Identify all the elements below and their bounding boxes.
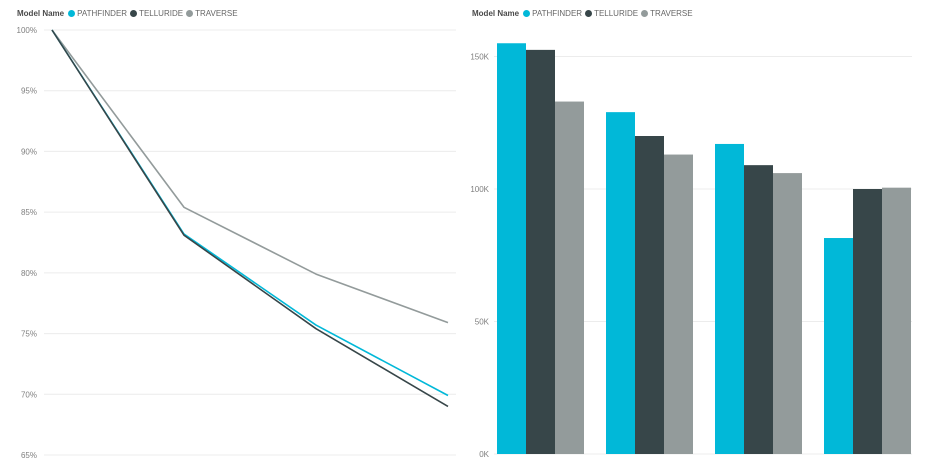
bar-traverse-3[interactable] (773, 173, 802, 454)
legend-dot-icon (130, 9, 138, 17)
bar-pathfinder-2[interactable] (606, 112, 635, 455)
bar-telluride-1[interactable] (526, 49, 555, 454)
legend-dot-icon (585, 9, 593, 17)
y-tick-label: 65% (21, 451, 37, 458)
legend-title: Model Name (17, 8, 65, 18)
legend-item-telluride[interactable]: TELLURIDE (585, 9, 638, 18)
bar-pathfinder-4[interactable] (824, 238, 853, 454)
legend-item-telluride[interactable]: TELLURIDE (130, 9, 183, 18)
y-tick-label: 50K (475, 318, 490, 327)
bar-telluride-4[interactable] (853, 189, 882, 454)
bar-traverse-4[interactable] (882, 187, 911, 455)
bar-traverse-1[interactable] (555, 101, 584, 455)
line-chart-panel: Model Name PATHFINDER TELLURIDE TRAVERSE… (0, 0, 466, 458)
legend-label: PATHFINDER (77, 8, 128, 18)
series-line-telluride[interactable] (51, 29, 449, 408)
line-chart-legend: Model Name PATHFINDER TELLURIDE TRAVERSE (17, 7, 241, 19)
legend-label: PATHFINDER (532, 8, 583, 18)
y-tick-label: 150K (470, 53, 489, 62)
legend-item-pathfinder[interactable]: PATHFINDER (523, 9, 582, 18)
bar-traverse-2[interactable] (664, 154, 693, 455)
legend-dot-icon (523, 9, 531, 17)
y-tick-label: 90% (21, 147, 37, 156)
bar-telluride-2[interactable] (635, 136, 664, 454)
bar-pathfinder-1[interactable] (497, 43, 526, 454)
bar-chart-legend: Model Name PATHFINDER TELLURIDE TRAVERSE (472, 7, 696, 19)
legend-label: TELLURIDE (594, 8, 639, 18)
legend-label: TRAVERSE (195, 8, 238, 18)
legend-dot-icon (186, 9, 194, 17)
y-tick-label: 100% (17, 26, 37, 35)
bar-chart-panel: Model Name PATHFINDER TELLURIDE TRAVERSE… (466, 0, 936, 458)
y-tick-label: 100K (470, 185, 489, 194)
line-chart-plot: 65% 70% 75% 80% 85% 90% 95% 100% (17, 26, 456, 458)
series-line-pathfinder[interactable] (51, 29, 449, 397)
y-tick-label: 70% (21, 390, 37, 399)
bar-chart-plot: 0K 50K 100K 150K (470, 43, 912, 458)
y-tick-label: 0K (479, 450, 489, 458)
legend-dot-icon (641, 9, 649, 17)
bar-telluride-3[interactable] (744, 165, 773, 454)
legend-dot-icon (68, 9, 76, 17)
legend-label: TELLURIDE (139, 8, 184, 18)
y-tick-label: 75% (21, 330, 37, 339)
legend-label: TRAVERSE (650, 8, 693, 18)
y-tick-label: 80% (21, 269, 37, 278)
legend-item-traverse[interactable]: TRAVERSE (186, 9, 238, 18)
y-tick-label: 85% (21, 208, 37, 217)
legend-title: Model Name (472, 8, 520, 18)
series-line-traverse[interactable] (51, 29, 449, 324)
bar-pathfinder-3[interactable] (715, 143, 744, 454)
legend-item-pathfinder[interactable]: PATHFINDER (68, 9, 127, 18)
y-tick-label: 95% (21, 87, 37, 96)
legend-item-traverse[interactable]: TRAVERSE (641, 9, 693, 18)
